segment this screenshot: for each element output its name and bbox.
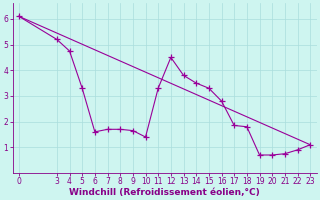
X-axis label: Windchill (Refroidissement éolien,°C): Windchill (Refroidissement éolien,°C) (69, 188, 260, 197)
